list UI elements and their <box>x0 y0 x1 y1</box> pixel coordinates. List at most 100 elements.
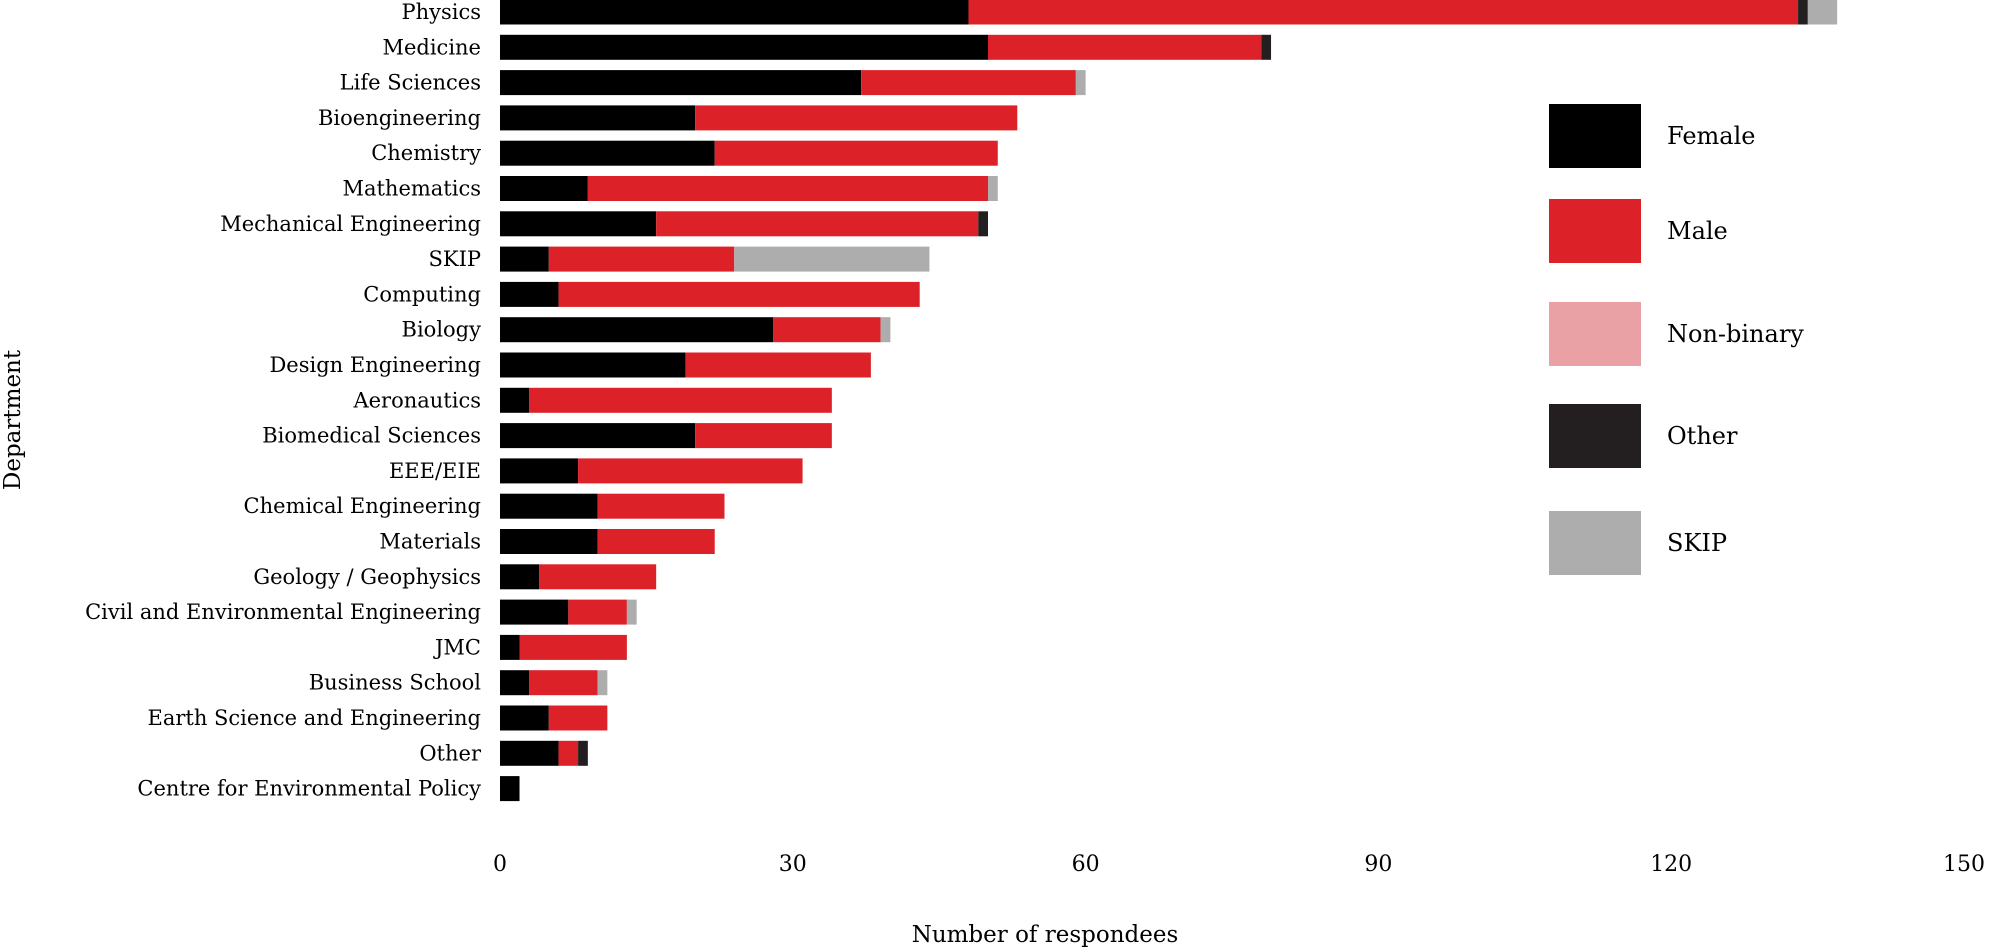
bar-other-other <box>578 740 588 766</box>
legend-label-skip: SKIP <box>1667 529 1727 557</box>
bar-mechanical-engineering-other <box>978 211 988 237</box>
y-axis-title: Department <box>0 349 26 490</box>
legend-swatch-non-binary <box>1549 302 1641 366</box>
bar-aeronautics-male <box>529 387 832 413</box>
bar-medicine-female <box>500 34 988 60</box>
bar-skip-male <box>548 246 735 272</box>
bar-business-school-skip <box>597 670 608 696</box>
legend-swatch-male <box>1549 199 1641 263</box>
legend-label-other: Other <box>1667 422 1738 450</box>
bar-life-sciences-male <box>861 70 1076 96</box>
bars-group <box>500 0 1838 802</box>
category-label-biology: Biology <box>402 318 482 342</box>
bar-medicine-male <box>988 34 1262 60</box>
category-label-earth-science-and-engineering: Earth Science and Engineering <box>148 706 482 730</box>
bar-computing-male <box>558 281 920 307</box>
legend-label-female: Female <box>1667 122 1756 150</box>
bar-skip-female <box>500 246 549 272</box>
x-tick-label-150: 150 <box>1943 852 1985 877</box>
bar-bioengineering-male <box>695 105 1018 131</box>
x-tick-label-120: 120 <box>1650 852 1692 877</box>
x-tick-label-30: 30 <box>779 852 807 877</box>
bar-medicine-other <box>1261 34 1272 60</box>
bar-business-school-male <box>529 670 598 696</box>
legend-swatch-other <box>1549 404 1641 468</box>
bar-jmc-male <box>519 634 627 660</box>
category-label-aeronautics: Aeronautics <box>352 388 481 412</box>
bar-design-engineering-male <box>685 352 871 378</box>
bar-other-male <box>558 740 579 766</box>
x-tick-label-60: 60 <box>1072 852 1100 877</box>
bar-biology-skip <box>880 317 891 343</box>
x-axis-title: Number of respondees <box>912 922 1179 947</box>
legend-swatch-female <box>1549 104 1641 168</box>
bar-geology-geophysics-female <box>500 564 540 590</box>
bar-skip-skip <box>734 246 930 272</box>
category-labels: Physics Medicine Life Sciences Bioengineeri… <box>85 0 482 801</box>
category-label-design-engineering: Design Engineering <box>269 353 481 377</box>
legend-label-male: Male <box>1667 217 1728 245</box>
category-label-civil-and-environmental-engineering: Civil and Environmental Engineering <box>85 600 481 624</box>
bar-centre-for-environmental-policy-female <box>500 776 520 802</box>
category-label-bioengineering: Bioengineering <box>318 106 481 130</box>
category-label-geology-geophysics: Geology / Geophysics <box>253 565 481 589</box>
bar-mathematics-female <box>500 176 588 201</box>
category-label-chemical-engineering: Chemical Engineering <box>244 494 481 518</box>
bar-earth-science-and-engineering-male <box>548 705 608 731</box>
bar-materials-female <box>500 529 598 554</box>
bar-physics-female <box>500 0 969 25</box>
category-label-medicine: Medicine <box>382 35 481 59</box>
category-label-biomedical-sciences: Biomedical Sciences <box>262 424 481 448</box>
bar-aeronautics-female <box>500 387 530 413</box>
legend-swatch-skip <box>1549 511 1641 575</box>
bar-other-female <box>500 740 559 766</box>
category-label-materials: Materials <box>379 530 481 554</box>
bar-mathematics-skip <box>988 176 998 201</box>
category-label-skip: SKIP <box>429 247 482 271</box>
legend: Female Male Non-binary Other SKIP <box>1549 104 1804 575</box>
bar-biomedical-sciences-male <box>695 423 832 449</box>
bar-eee-eie-male <box>578 458 803 484</box>
category-label-jmc: JMC <box>433 635 481 659</box>
bar-physics-male <box>968 0 1799 25</box>
bar-chemical-engineering-male <box>597 493 725 519</box>
bar-biomedical-sciences-female <box>500 423 696 449</box>
category-label-chemistry: Chemistry <box>371 141 481 165</box>
bar-bioengineering-female <box>500 105 696 131</box>
category-label-other: Other <box>419 741 482 765</box>
bar-mathematics-male <box>587 176 988 201</box>
x-tick-label-90: 90 <box>1364 852 1392 877</box>
x-tick-label-0: 0 <box>493 852 507 877</box>
bar-mechanical-engineering-female <box>500 211 657 237</box>
bar-civil-and-environmental-engineering-female <box>500 599 569 625</box>
bar-mechanical-engineering-male <box>656 211 979 237</box>
bar-chemistry-male <box>714 140 998 166</box>
bar-civil-and-environmental-engineering-male <box>568 599 627 625</box>
category-label-eee-eie: EEE/EIE <box>389 459 481 483</box>
category-label-centre-for-environmental-policy: Centre for Environmental Policy <box>137 777 481 801</box>
bar-chemical-engineering-female <box>500 493 598 519</box>
bar-physics-other <box>1798 0 1808 25</box>
category-label-mechanical-engineering: Mechanical Engineering <box>220 212 481 236</box>
bar-earth-science-and-engineering-female <box>500 705 549 731</box>
category-label-life-sciences: Life Sciences <box>340 71 481 95</box>
bar-biology-male <box>773 317 881 343</box>
bar-geology-geophysics-male <box>539 564 657 590</box>
bar-physics-skip <box>1807 0 1838 25</box>
category-label-mathematics: Mathematics <box>342 177 481 201</box>
bar-computing-female <box>500 281 559 307</box>
category-label-computing: Computing <box>363 282 481 306</box>
bar-civil-and-environmental-engineering-skip <box>626 599 637 625</box>
bar-design-engineering-female <box>500 352 686 378</box>
bar-life-sciences-female <box>500 70 862 96</box>
bar-chemistry-female <box>500 140 715 166</box>
bar-life-sciences-skip <box>1075 70 1086 96</box>
bar-eee-eie-female <box>500 458 579 484</box>
category-label-business-school: Business School <box>309 671 482 695</box>
bar-materials-male <box>597 529 715 554</box>
bar-biology-female <box>500 317 774 343</box>
bar-jmc-female <box>500 634 520 660</box>
x-axis-ticks: 0 30 60 90 120 150 <box>493 852 1985 877</box>
